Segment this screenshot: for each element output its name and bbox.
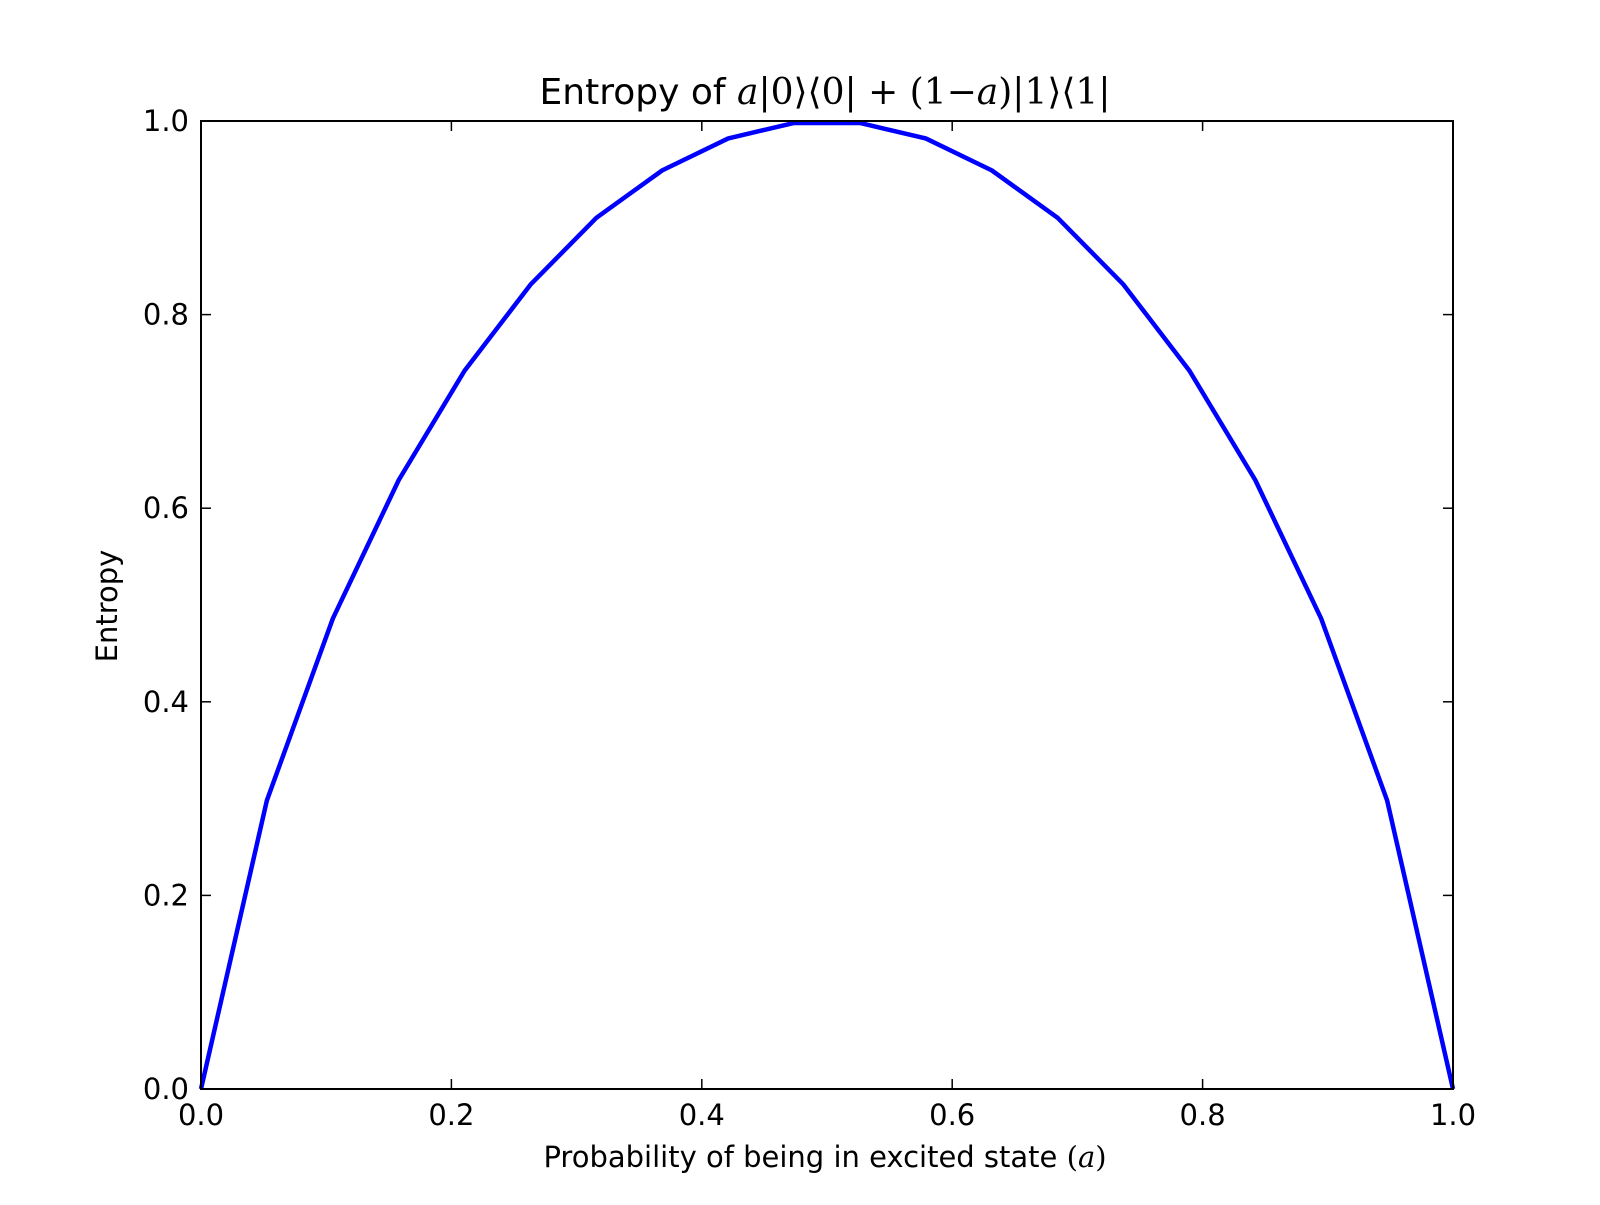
chart-title-math-2: a <box>977 72 998 113</box>
y-axis-label: Entropy <box>90 550 124 663</box>
y-tick-label: 0.8 <box>143 298 189 332</box>
x-tick-label: 0.8 <box>1180 1098 1226 1132</box>
x-tick-label: 0.2 <box>428 1098 474 1132</box>
x-axis-label-math-2: ) <box>1095 1140 1106 1174</box>
x-axis-label-math-0: ( <box>1067 1140 1078 1174</box>
x-tick-label: 0.6 <box>929 1098 975 1132</box>
chart-title-math-3: )|1⟩⟨1| <box>998 72 1110 113</box>
axes-frame <box>200 120 1454 1090</box>
x-axis-label-math-1: a <box>1078 1140 1095 1174</box>
y-tick-label: 0.4 <box>143 685 189 719</box>
y-tick-label: 0.2 <box>143 878 189 912</box>
x-axis-label-text: Probability of being in excited state <box>543 1140 1066 1174</box>
chart-title-math-1: |0⟩⟨0| + (1− <box>758 72 976 113</box>
y-tick-label: 0.6 <box>143 491 189 525</box>
y-tick-label: 1.0 <box>143 104 189 138</box>
chart-title-text: Entropy of <box>540 72 737 113</box>
series-line <box>198 120 1456 1090</box>
x-tick-label: 0.4 <box>679 1098 725 1132</box>
x-tick-label: 0.0 <box>178 1098 224 1132</box>
chart-title-math-0: a <box>737 72 758 113</box>
x-tick-label: 1.0 <box>1430 1098 1476 1132</box>
axis-ticks: 0.0 0.2 0.4 0.6 0.8 1.0 0.0 0.2 0.4 0.6 0.8 1.0 <box>143 104 1476 1132</box>
x-axis-label: Probability of being in excited state (a… <box>543 1140 1106 1174</box>
plot-area <box>198 120 1456 1090</box>
chart-title: Entropy of a|0⟩⟨0| + (1−a)|1⟩⟨1| <box>540 72 1111 113</box>
y-tick-label: 0.0 <box>143 1072 189 1106</box>
